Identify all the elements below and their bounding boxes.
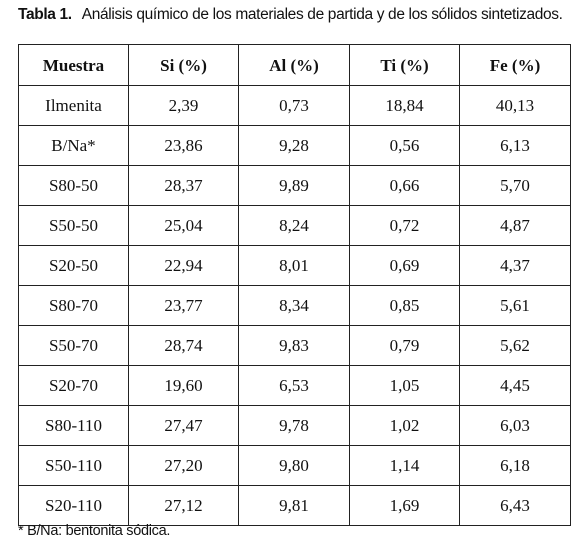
cell-ti: 18,84 xyxy=(349,85,460,126)
table-container: Muestra Si (%) Al (%) Ti (%) Fe (%) Ilme… xyxy=(18,44,571,526)
cell-si: 27,20 xyxy=(128,445,239,486)
cell-fe: 40,13 xyxy=(459,85,571,126)
table-label: Tabla 1. xyxy=(18,6,72,23)
cell-al: 9,78 xyxy=(238,405,350,446)
cell-muestra: S50-70 xyxy=(18,325,129,366)
table-row: S80-50 28,37 9,89 0,66 5,70 xyxy=(18,165,571,206)
cell-fe: 6,18 xyxy=(459,445,571,486)
cell-al: 9,28 xyxy=(238,125,350,166)
cell-ti: 0,85 xyxy=(349,285,460,326)
cell-ti: 0,79 xyxy=(349,325,460,366)
cell-muestra: S50-50 xyxy=(18,205,129,246)
header-muestra: Muestra xyxy=(18,44,129,86)
cell-si: 2,39 xyxy=(128,85,239,126)
cell-si: 19,60 xyxy=(128,365,239,406)
table-caption-text: Análisis químico de los materiales de pa… xyxy=(81,6,563,23)
cell-fe: 5,70 xyxy=(459,165,571,206)
cell-ti: 1,14 xyxy=(349,445,460,486)
header-si: Si (%) xyxy=(128,44,239,86)
cell-muestra: S50-110 xyxy=(18,445,129,486)
cell-muestra: S20-110 xyxy=(18,485,129,526)
table-row: S20-110 27,12 9,81 1,69 6,43 xyxy=(18,485,571,526)
cell-si: 23,77 xyxy=(128,285,239,326)
cell-fe: 4,45 xyxy=(459,365,571,406)
cell-ti: 1,05 xyxy=(349,365,460,406)
cell-ti: 0,72 xyxy=(349,205,460,246)
table-row: S20-70 19,60 6,53 1,05 4,45 xyxy=(18,365,571,406)
table-row: B/Na* 23,86 9,28 0,56 6,13 xyxy=(18,125,571,166)
cell-al: 0,73 xyxy=(238,85,350,126)
cell-si: 25,04 xyxy=(128,205,239,246)
table-row: Ilmenita 2,39 0,73 18,84 40,13 xyxy=(18,85,571,126)
cell-ti: 0,69 xyxy=(349,245,460,286)
table-row: S50-110 27,20 9,80 1,14 6,18 xyxy=(18,445,571,486)
cell-si: 28,37 xyxy=(128,165,239,206)
cell-ti: 0,66 xyxy=(349,165,460,206)
cell-muestra: S80-50 xyxy=(18,165,129,206)
cell-al: 8,01 xyxy=(238,245,350,286)
cell-al: 9,81 xyxy=(238,485,350,526)
cell-al: 6,53 xyxy=(238,365,350,406)
chemical-analysis-table: Muestra Si (%) Al (%) Ti (%) Fe (%) Ilme… xyxy=(18,44,571,526)
cell-fe: 4,37 xyxy=(459,245,571,286)
table-row: S50-70 28,74 9,83 0,79 5,62 xyxy=(18,325,571,366)
cell-fe: 6,03 xyxy=(459,405,571,446)
table-row: S80-70 23,77 8,34 0,85 5,61 xyxy=(18,285,571,326)
cell-fe: 5,61 xyxy=(459,285,571,326)
cell-al: 8,34 xyxy=(238,285,350,326)
cell-ti: 1,69 xyxy=(349,485,460,526)
cell-muestra: B/Na* xyxy=(18,125,129,166)
cell-ti: 0,56 xyxy=(349,125,460,166)
cell-fe: 5,62 xyxy=(459,325,571,366)
cell-muestra: S80-70 xyxy=(18,285,129,326)
cell-al: 9,80 xyxy=(238,445,350,486)
cell-si: 22,94 xyxy=(128,245,239,286)
cell-muestra: S20-70 xyxy=(18,365,129,406)
cell-muestra: S80-110 xyxy=(18,405,129,446)
cell-si: 27,12 xyxy=(128,485,239,526)
header-fe: Fe (%) xyxy=(459,44,571,86)
cell-si: 23,86 xyxy=(128,125,239,166)
table-caption: Tabla 1. Análisis químico de los material… xyxy=(18,6,563,24)
table-row: S20-50 22,94 8,01 0,69 4,37 xyxy=(18,245,571,286)
cell-si: 27,47 xyxy=(128,405,239,446)
cell-al: 9,83 xyxy=(238,325,350,366)
cell-fe: 6,43 xyxy=(459,485,571,526)
header-ti: Ti (%) xyxy=(349,44,460,86)
cell-al: 8,24 xyxy=(238,205,350,246)
cell-muestra: Ilmenita xyxy=(18,85,129,126)
cell-fe: 6,13 xyxy=(459,125,571,166)
table-row: S50-50 25,04 8,24 0,72 4,87 xyxy=(18,205,571,246)
table-footnote: * B/Na: bentonita sódica. xyxy=(18,523,171,539)
cell-muestra: S20-50 xyxy=(18,245,129,286)
table-row: S80-110 27,47 9,78 1,02 6,03 xyxy=(18,405,571,446)
cell-ti: 1,02 xyxy=(349,405,460,446)
cell-al: 9,89 xyxy=(238,165,350,206)
cell-fe: 4,87 xyxy=(459,205,571,246)
cell-si: 28,74 xyxy=(128,325,239,366)
table-header-row: Muestra Si (%) Al (%) Ti (%) Fe (%) xyxy=(18,44,571,86)
header-al: Al (%) xyxy=(238,44,350,86)
